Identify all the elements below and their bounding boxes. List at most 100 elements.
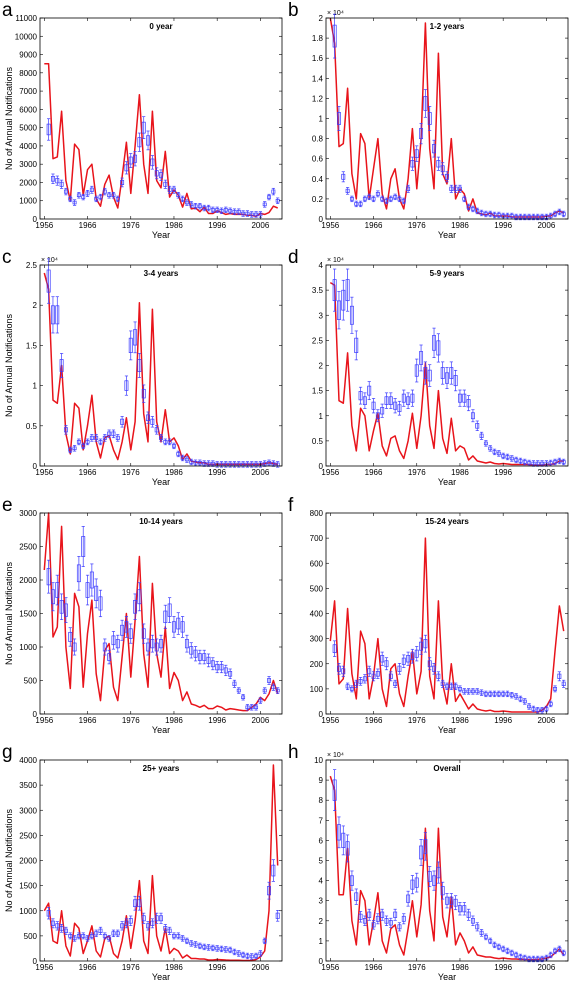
observed-point [488, 937, 493, 945]
observed-point [427, 866, 432, 888]
observed-point [189, 458, 194, 466]
y-tick-label: 500 [24, 932, 38, 941]
observed-point [561, 949, 566, 957]
observed-box [94, 931, 99, 936]
panel-letter: f [288, 495, 294, 516]
observed-point [141, 384, 146, 403]
observed-box [557, 673, 562, 679]
observed-point [440, 361, 445, 385]
observed-point [393, 679, 398, 688]
observed-box [518, 697, 523, 701]
observed-point [410, 648, 415, 664]
x-tick-label: 1966 [365, 963, 383, 972]
observed-point [275, 909, 280, 922]
observed-point [128, 330, 133, 361]
observed-box [522, 699, 527, 704]
observed-point [154, 638, 159, 656]
x-tick-label: 2006 [251, 963, 269, 972]
observed-box [414, 649, 419, 658]
observed-point [384, 197, 389, 205]
observed-box [362, 918, 367, 924]
observed-box [154, 427, 159, 433]
observed-box [337, 300, 341, 320]
x-tick-label: 1986 [165, 221, 183, 230]
observed-point [345, 268, 350, 312]
observed-box [531, 707, 536, 711]
x-tick-label: 1976 [408, 221, 426, 230]
observed-box [59, 181, 64, 187]
x-tick-label: 1986 [165, 963, 183, 972]
observed-box [128, 156, 133, 165]
observed-point [128, 623, 133, 644]
observed-point [72, 445, 77, 452]
observed-box [375, 192, 380, 196]
observed-box [436, 340, 441, 356]
x-tick-label: 2006 [251, 468, 269, 477]
observed-point [337, 662, 341, 675]
observed-box [406, 186, 411, 192]
observed-point [483, 933, 488, 941]
observed-point [479, 929, 484, 937]
observed-point [232, 679, 237, 688]
observed-point [249, 211, 254, 218]
observed-box [236, 209, 241, 214]
observed-point [475, 420, 480, 431]
y-tick-label: 3000 [19, 160, 37, 169]
y-tick-label: 2 [319, 917, 324, 926]
observed-box [436, 160, 441, 168]
y-tick-label: 1000 [19, 643, 37, 652]
observed-box [349, 197, 354, 201]
x-tick-label: 2006 [537, 716, 555, 725]
observed-box [189, 941, 194, 946]
observed-box [98, 596, 103, 611]
observed-box [172, 621, 176, 633]
y-tick-label: 3500 [19, 781, 37, 790]
observed-box [254, 954, 259, 958]
observed-box [410, 393, 415, 403]
observed-box [150, 158, 155, 167]
y-tick-label: 4 [319, 261, 324, 270]
observed-point [509, 455, 514, 462]
observed-point [427, 657, 432, 671]
observed-box [458, 393, 462, 403]
observed-point [548, 700, 553, 708]
observed-box [419, 351, 424, 365]
observed-box [509, 456, 514, 461]
observed-point [375, 668, 380, 679]
y-tick-label: 1 [319, 937, 324, 946]
observed-point [397, 662, 402, 675]
observed-box [462, 689, 467, 694]
observed-point [150, 416, 155, 428]
observed-box [202, 653, 207, 661]
observed-box [197, 944, 202, 948]
observed-point [137, 582, 142, 612]
y-tick-label: 7 [319, 816, 324, 825]
observed-point [184, 937, 189, 945]
y-axis-multiplier: × 10⁴ [327, 10, 344, 17]
y-tick-label: 1 [33, 382, 38, 391]
observed-box [540, 708, 545, 712]
observed-box [76, 934, 81, 938]
observed-box [85, 582, 90, 598]
observed-point [358, 677, 363, 686]
observed-point [371, 195, 376, 203]
observed-box [393, 401, 398, 410]
observed-box [85, 440, 90, 444]
panel-letter: h [288, 742, 299, 763]
observed-box [371, 922, 376, 928]
y-tick-label: 2.5 [312, 336, 324, 345]
observed-box [384, 199, 389, 203]
observed-box [81, 444, 86, 448]
observed-point [172, 185, 176, 194]
observed-box [137, 899, 142, 908]
y-tick-label: 300 [310, 635, 324, 644]
observed-point [81, 442, 86, 450]
observed-point [184, 634, 189, 653]
observed-box [509, 214, 514, 218]
panel-letter: c [2, 247, 12, 268]
observed-point [419, 344, 424, 372]
observed-point [262, 687, 267, 694]
observed-box [393, 681, 398, 687]
observed-box [397, 404, 402, 413]
observed-point [380, 908, 385, 921]
